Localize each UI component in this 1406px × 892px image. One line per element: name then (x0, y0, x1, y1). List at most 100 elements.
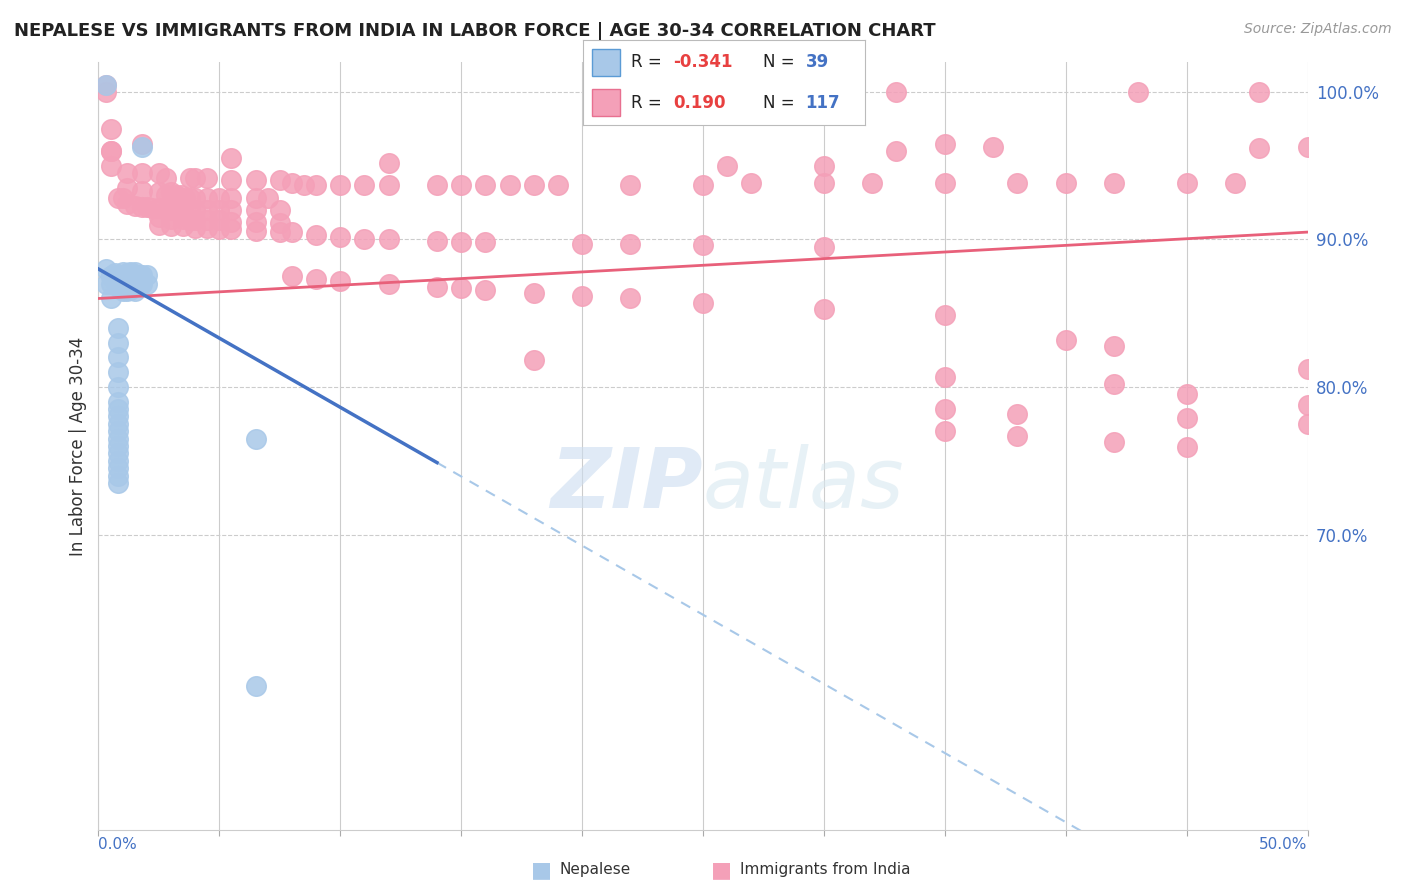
Point (329, 178, 352, 192)
Point (121, 274, 143, 288)
Point (813, 159, 835, 173)
Point (245, 215, 267, 229)
Point (117, 284, 139, 298)
Text: Immigrants from India: Immigrants from India (740, 863, 910, 877)
Point (107, 269, 129, 284)
Point (353, 232, 375, 246)
Point (245, 432, 267, 446)
Text: ■: ■ (711, 860, 731, 880)
Point (450, 178, 472, 192)
Point (269, 202, 291, 217)
Point (450, 281, 472, 295)
Point (1102, 434, 1125, 449)
Point (208, 191, 231, 205)
Point (523, 285, 546, 300)
Point (127, 278, 149, 293)
Point (107, 439, 129, 453)
Point (195, 170, 218, 185)
Point (121, 267, 143, 281)
Point (124, 284, 146, 298)
Point (934, 369, 956, 384)
Point (94, 277, 117, 291)
Point (100, 269, 122, 284)
Point (107, 335, 129, 350)
Point (155, 202, 177, 217)
Point (160, 202, 183, 217)
Point (269, 173, 291, 187)
Point (131, 184, 153, 198)
Point (100, 144, 122, 158)
Point (245, 191, 267, 205)
Point (107, 424, 129, 438)
Point (474, 235, 496, 250)
Point (221, 191, 243, 205)
Point (179, 191, 201, 205)
Point (571, 288, 593, 302)
Point (245, 173, 267, 187)
Point (221, 202, 243, 217)
Bar (592, 89, 620, 116)
Point (221, 222, 243, 236)
Point (208, 213, 231, 227)
Point (886, 85, 908, 99)
Point (148, 218, 170, 232)
Point (305, 272, 328, 286)
Point (148, 186, 170, 200)
Point (107, 409, 129, 424)
Point (100, 121, 122, 136)
Point (195, 213, 218, 227)
Point (377, 155, 399, 169)
Point (523, 353, 546, 368)
Point (619, 292, 641, 306)
Point (100, 144, 122, 158)
Point (94, 78, 117, 92)
Point (1128, 85, 1150, 99)
Point (179, 213, 201, 227)
Point (281, 225, 304, 239)
Point (107, 380, 129, 394)
Point (1007, 428, 1029, 442)
Point (148, 202, 170, 216)
Point (1175, 411, 1198, 425)
Point (107, 279, 129, 293)
Point (184, 170, 207, 185)
Point (131, 200, 153, 214)
Point (131, 277, 153, 291)
Point (426, 234, 449, 248)
Point (179, 202, 201, 217)
Point (1175, 177, 1198, 191)
Point (1296, 139, 1319, 153)
Point (107, 191, 129, 205)
Point (107, 468, 129, 483)
Text: Nepalese: Nepalese (560, 863, 631, 877)
Point (195, 220, 218, 235)
Point (117, 181, 139, 195)
Text: R =: R = (631, 94, 672, 112)
Point (208, 222, 231, 236)
Point (195, 202, 218, 217)
Point (195, 191, 218, 205)
Point (94, 262, 117, 277)
Point (1175, 387, 1198, 401)
Point (208, 202, 231, 217)
Point (1249, 141, 1271, 155)
Point (813, 240, 835, 254)
Point (100, 292, 122, 306)
Point (1054, 333, 1077, 347)
Point (1175, 441, 1198, 455)
Point (256, 191, 278, 205)
Point (111, 284, 134, 298)
Point (107, 321, 129, 335)
Point (117, 267, 139, 281)
Y-axis label: In Labor Force | Age 30-34: In Labor Force | Age 30-34 (69, 336, 87, 556)
Point (107, 394, 129, 409)
Point (1007, 177, 1029, 191)
Point (128, 268, 150, 282)
Point (155, 170, 177, 185)
Point (94, 78, 117, 92)
Point (160, 186, 183, 200)
Point (474, 178, 496, 192)
Point (94, 85, 117, 99)
Point (104, 267, 127, 281)
Point (619, 236, 641, 251)
